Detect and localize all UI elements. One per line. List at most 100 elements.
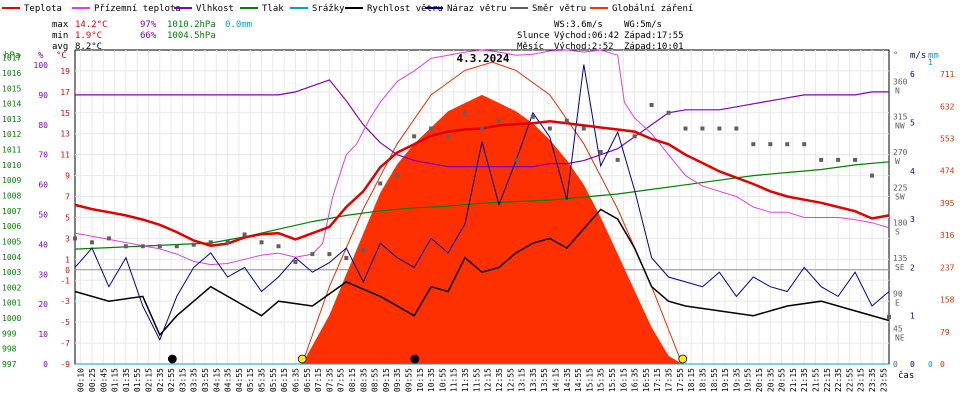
rad-tick-79: 79 bbox=[940, 328, 950, 337]
direction-point bbox=[819, 157, 824, 162]
x-label: 00:25 bbox=[88, 368, 97, 392]
direction-point bbox=[513, 157, 518, 162]
x-label: 00:45 bbox=[99, 368, 108, 392]
x-label: 09:55 bbox=[405, 368, 414, 392]
x-label: 05:55 bbox=[269, 368, 278, 392]
direction-point bbox=[870, 173, 875, 178]
legend-label-tlak: Tlak bbox=[262, 4, 284, 14]
x-label: 20:35 bbox=[766, 368, 775, 392]
moonrise-marker bbox=[167, 354, 177, 364]
hpa-tick-1016: 1016 bbox=[2, 69, 21, 78]
hpa-tick-1002: 1002 bbox=[2, 283, 21, 292]
pct-tick-90: 90 bbox=[38, 91, 48, 100]
x-label: 06:55 bbox=[303, 368, 312, 392]
info-sun-set: Západ:17:55 bbox=[624, 31, 684, 41]
x-label: 21:15 bbox=[789, 368, 798, 392]
direction-point bbox=[649, 102, 654, 107]
dir-tick-label-E: E bbox=[895, 298, 900, 307]
legend-label-vlhkost: Vlhkost bbox=[196, 4, 234, 14]
dir-tick-360: 360 bbox=[893, 77, 908, 86]
x-label: 04:35 bbox=[224, 368, 233, 392]
x-label: 19:35 bbox=[732, 368, 741, 392]
temp-tick--5: -5 bbox=[60, 318, 70, 327]
hpa-tick-1007: 1007 bbox=[2, 207, 21, 216]
direction-point bbox=[395, 173, 400, 178]
wind-tick-1: 1 bbox=[910, 312, 915, 321]
x-label: 22:55 bbox=[845, 368, 854, 392]
ground-temp-line bbox=[74, 49, 890, 266]
direction-point bbox=[242, 232, 247, 237]
x-label: 12:35 bbox=[495, 368, 504, 392]
legend-label-zareni: Globální záření bbox=[612, 4, 693, 14]
axis-rain-unit: mm bbox=[928, 51, 939, 61]
x-label: 22:35 bbox=[834, 368, 843, 392]
hpa-tick-997: 997 bbox=[2, 360, 17, 369]
stat-min-press: 1004.5hPa bbox=[167, 31, 216, 41]
x-axis-labels: 00:10 00:25 00:45 01:15 01:35 01:55 02:15 02:35… bbox=[77, 368, 889, 392]
pct-tick-0: 0 bbox=[43, 360, 48, 369]
hpa-tick-1004: 1004 bbox=[2, 253, 21, 262]
dir-tick-label-SW: SW bbox=[895, 192, 905, 201]
direction-point bbox=[361, 248, 366, 253]
rad-tick-711: 711 bbox=[940, 70, 955, 79]
rad-tick-237: 237 bbox=[940, 263, 955, 272]
legend-label-pocitova: Přízemní teplota bbox=[94, 4, 181, 14]
stat-max-label: max bbox=[52, 20, 69, 30]
rad-tick-553: 553 bbox=[940, 134, 955, 143]
axis-wind-unit: m/s bbox=[910, 51, 926, 61]
pct-tick-40: 40 bbox=[38, 240, 48, 249]
x-label: 23:15 bbox=[857, 368, 866, 392]
temp-tick-15: 15 bbox=[60, 109, 70, 118]
dir-tick-90: 90 bbox=[893, 289, 903, 298]
axis-pct-ticks: 0 10 20 30 40 50 60 70 80 90 100 bbox=[34, 61, 49, 369]
direction-point bbox=[615, 157, 620, 162]
direction-point bbox=[208, 240, 213, 245]
pct-tick-100: 100 bbox=[34, 61, 49, 70]
x-label: 18:15 bbox=[687, 368, 696, 392]
direction-point bbox=[887, 314, 891, 319]
dir-tick-315: 315 bbox=[893, 113, 908, 122]
info-wg: WG:5m/s bbox=[624, 20, 662, 30]
info-moon-rise: Východ:2:52 bbox=[554, 42, 614, 52]
x-label: 18:55 bbox=[710, 368, 719, 392]
direction-point bbox=[632, 134, 637, 139]
axis-dir-unit: ° bbox=[893, 51, 898, 61]
direction-point bbox=[666, 110, 671, 115]
x-label: 06:15 bbox=[280, 368, 289, 392]
x-label: 02:35 bbox=[156, 368, 165, 392]
x-label: 17:15 bbox=[653, 368, 662, 392]
direction-point bbox=[836, 157, 841, 162]
x-label: 11:15 bbox=[450, 368, 459, 392]
x-label: 11:35 bbox=[461, 368, 470, 392]
direction-point bbox=[225, 240, 230, 245]
humidity-line bbox=[75, 79, 889, 168]
hpa-tick-1017: 1017 bbox=[2, 54, 21, 63]
x-label: 12:55 bbox=[506, 368, 515, 392]
x-label: 10:55 bbox=[438, 368, 447, 392]
x-label: 15:35 bbox=[597, 368, 606, 392]
direction-point bbox=[683, 126, 688, 131]
axis-hpa-unit: hPa bbox=[4, 51, 20, 61]
info-ws: WS:3.6m/s bbox=[554, 20, 603, 30]
x-label: 02:15 bbox=[145, 368, 154, 392]
direction-point bbox=[700, 126, 705, 131]
x-label: 05:35 bbox=[258, 368, 267, 392]
rad-tick-474: 474 bbox=[940, 167, 955, 176]
x-label: 16:55 bbox=[642, 368, 651, 392]
x-label: 18:35 bbox=[699, 368, 708, 392]
axis-x-unit: čas bbox=[898, 370, 914, 381]
direction-point bbox=[73, 236, 77, 241]
direction-point bbox=[276, 244, 281, 249]
radiation-fill bbox=[302, 94, 683, 365]
x-label: 08:15 bbox=[348, 368, 357, 392]
temp-tick--3: -3 bbox=[60, 297, 70, 306]
hpa-tick-1009: 1009 bbox=[2, 176, 21, 185]
stat-max-temp: 14.2°C bbox=[75, 20, 108, 30]
axis-wind-ticks: 0 1 2 3 4 5 6 bbox=[910, 70, 915, 369]
dir-tick-label-N: N bbox=[895, 86, 900, 95]
legend-label-vitr: Rychlost větru bbox=[367, 4, 443, 14]
x-label: 17:55 bbox=[676, 368, 685, 392]
dir-tick-225: 225 bbox=[893, 183, 908, 192]
